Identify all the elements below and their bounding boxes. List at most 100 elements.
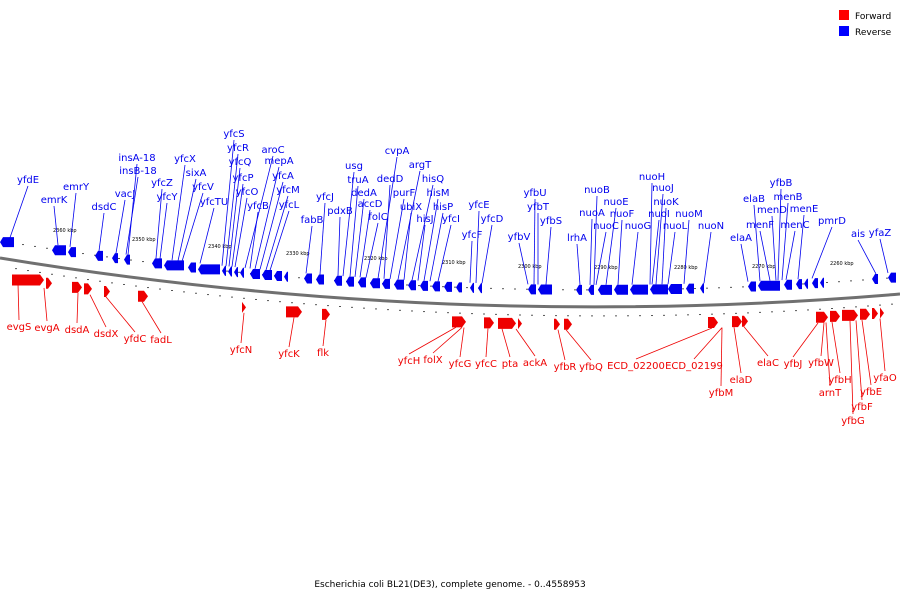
reverse-gene-block	[650, 284, 668, 295]
forward-gene-label: elaD	[730, 375, 753, 386]
reverse-leader-line	[305, 225, 313, 274]
forward-leader-line	[565, 329, 592, 361]
reverse-gene-label: fabB	[301, 215, 324, 226]
reverse-leader-line	[589, 218, 593, 285]
tick-label: 2280 kbp	[674, 265, 698, 271]
reverse-gene-block	[588, 284, 594, 295]
forward-gene-label: pta	[502, 359, 518, 370]
reverse-gene-block	[820, 277, 824, 288]
forward-gene-block	[880, 307, 884, 319]
reverse-leader-line	[655, 193, 664, 285]
reverse-gene-block	[784, 279, 792, 290]
reverse-leader-line	[771, 215, 777, 281]
reverse-gene-label: hisQ	[422, 174, 444, 185]
reverse-gene-label: aroC	[261, 145, 284, 156]
forward-gene-block	[742, 315, 748, 327]
reverse-gene-label: mepA	[264, 156, 293, 167]
reverse-gene-block	[812, 278, 818, 289]
reverse-leader-line	[475, 210, 480, 283]
reverse-gene-label: accD	[358, 199, 383, 210]
reverse-leader-line	[199, 207, 215, 264]
reverse-leader-line	[785, 230, 796, 280]
forward-leader-line	[408, 326, 457, 355]
reverse-gene-label: menE	[790, 204, 819, 215]
reverse-gene-block	[888, 272, 896, 283]
reverse-gene-block	[198, 264, 220, 275]
reverse-gene-block	[95, 250, 103, 261]
tick-layer: 2360 kbp 2350 kbp 2340 kbp 2330 kbp 2320 kbp…	[10, 228, 893, 317]
forward-gene-label: yfcC	[475, 359, 497, 370]
forward-leader-line	[515, 328, 536, 357]
reverse-gene-label: yfcP	[233, 173, 254, 184]
forward-leader-line	[485, 328, 489, 358]
forward-leader-line	[693, 327, 723, 360]
reverse-gene-label: yfcM	[276, 185, 300, 196]
reverse-leader-line	[254, 166, 280, 270]
forward-gene-block	[872, 308, 878, 320]
reverse-gene-label: yfbV	[508, 232, 531, 243]
reverse-leader-line	[155, 188, 163, 259]
forward-leader-line	[831, 322, 841, 374]
reverse-gene-block	[748, 281, 756, 292]
forward-gene-label: yfcN	[230, 345, 252, 356]
forward-leader-line	[240, 312, 245, 344]
forward-gene-block	[732, 316, 742, 328]
reverse-gene-block	[630, 284, 648, 295]
reverse-gene-block	[686, 283, 694, 294]
forward-gene-block	[84, 283, 92, 295]
forward-leader-line	[141, 301, 162, 334]
forward-gene-label: yfbH	[828, 375, 851, 386]
legend-forward-label: Forward	[855, 12, 891, 22]
reverse-gene-block	[240, 267, 244, 278]
forward-gene-block	[452, 316, 466, 328]
reverse-leader-line	[781, 202, 789, 281]
reverse-leader-line	[354, 198, 365, 277]
legend-forward-swatch	[839, 10, 849, 20]
reverse-leader-line	[244, 155, 274, 269]
forward-gene-label: evgS	[7, 322, 32, 333]
reverse-leader-line	[879, 238, 889, 274]
reverse-leader-line	[365, 222, 379, 278]
reverse-leader-line	[423, 198, 439, 281]
reverse-leader-line	[777, 188, 782, 281]
reverse-leader-line	[518, 242, 529, 285]
reverse-leader-line	[265, 195, 289, 271]
reverse-gene-label: nuoL	[663, 221, 688, 232]
reverse-gene-label: menB	[773, 192, 802, 203]
reverse-gene-label: argT	[409, 160, 432, 171]
reverse-gene-label: folC	[368, 212, 387, 223]
reverse-leader-line	[649, 182, 653, 285]
reverse-gene-block	[700, 283, 704, 294]
reverse-gene-label: yfcY	[156, 192, 178, 203]
forward-leader-line	[557, 329, 566, 361]
reverse-gene-label: yfdE	[17, 175, 39, 186]
reverse-leader-line	[225, 153, 239, 267]
reverse-gene-label: yfcF	[462, 230, 483, 241]
reverse-gene-block	[576, 284, 582, 295]
reverse-gene-block	[234, 267, 238, 278]
forward-leader-line	[825, 322, 831, 387]
reverse-gene-label: yfcB	[247, 201, 269, 212]
reverse-leader-line	[545, 226, 552, 285]
reverse-leader-line	[9, 185, 29, 238]
reverse-gene-label: yfcZ	[151, 178, 173, 189]
reverse-leader-line	[593, 195, 598, 285]
leader-layer	[9, 139, 889, 415]
forward-leader-line	[743, 326, 769, 357]
reverse-gene-block	[614, 284, 628, 295]
reverse-leader-line	[53, 205, 59, 246]
forward-gene-block	[322, 308, 330, 320]
reverse-gene-label: yfcA	[272, 171, 294, 182]
forward-gene-block	[138, 290, 148, 302]
reverse-gene-block	[382, 278, 390, 289]
forward-gene-label: evgA	[34, 323, 59, 334]
forward-gene-block	[554, 318, 560, 330]
reverse-gene-block	[358, 277, 366, 288]
reverse-gene-block	[68, 247, 76, 258]
reverse-leader-line	[605, 207, 617, 285]
reverse-leader-line	[651, 219, 660, 285]
reverse-leader-line	[171, 164, 186, 261]
reverse-gene-label: yfbT	[527, 202, 550, 213]
forward-leader-line	[720, 327, 723, 387]
reverse-gene-label: hisJ	[416, 214, 433, 225]
